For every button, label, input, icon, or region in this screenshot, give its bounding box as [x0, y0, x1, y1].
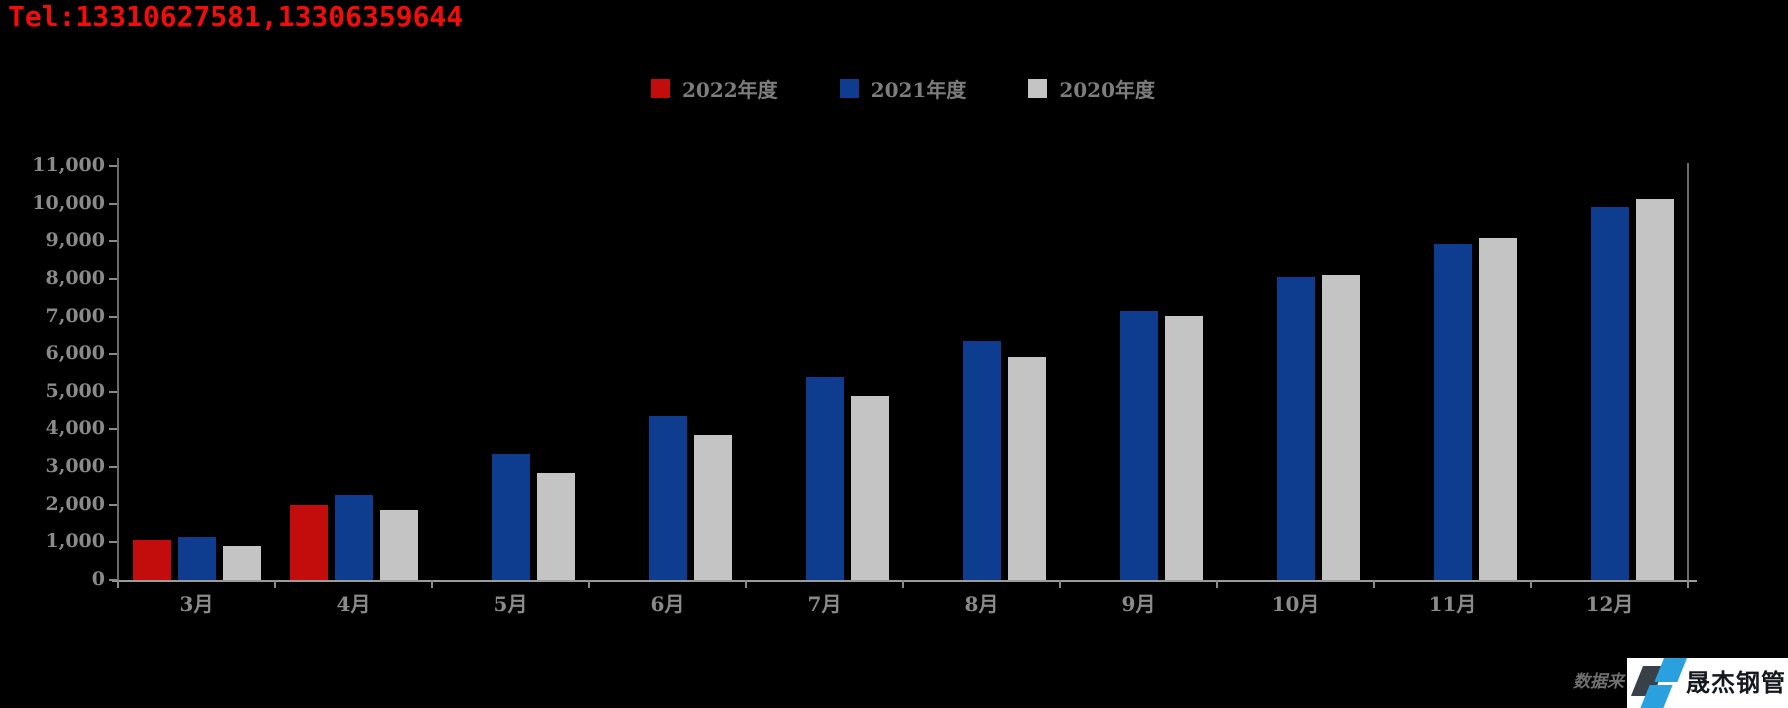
bar	[1433, 243, 1472, 580]
x-axis-tick	[902, 580, 904, 588]
y-axis-tick-label: 10,000	[32, 191, 105, 214]
bar	[536, 472, 575, 580]
y-axis-tick-label: 11,000	[32, 154, 105, 176]
x-axis-tick	[274, 580, 276, 588]
bar	[1164, 316, 1203, 580]
legend-swatch-icon	[1028, 79, 1048, 98]
bar	[334, 495, 373, 580]
bar	[693, 434, 732, 580]
x-axis-category-label: 3月	[179, 592, 214, 616]
bar	[850, 396, 889, 580]
y-axis-tick-label: 1,000	[45, 530, 106, 553]
right-border-line	[1687, 163, 1689, 582]
bar	[1590, 207, 1629, 580]
x-axis-category-label: 5月	[493, 592, 528, 616]
logo-text: 晟杰钢管	[1686, 670, 1786, 697]
legend-swatch-icon	[650, 79, 670, 98]
x-axis-category-label: 6月	[650, 592, 685, 616]
y-axis-tick-label: 9,000	[45, 229, 106, 252]
legend-label: 2022年度	[681, 78, 778, 102]
legend-swatch-icon	[839, 79, 859, 98]
legend-label: 2020年度	[1059, 78, 1155, 102]
legend-label: 2021年度	[870, 78, 967, 102]
x-axis-category-label: 7月	[807, 592, 842, 616]
x-axis-tick	[1059, 580, 1061, 588]
x-axis-tick	[117, 580, 119, 588]
x-axis-category-label: 9月	[1121, 592, 1156, 616]
bar	[1321, 274, 1360, 580]
company-logo: 晟杰钢管	[1627, 658, 1788, 708]
bar	[648, 415, 687, 580]
x-axis-category-label: 12月	[1585, 592, 1634, 616]
y-axis-tick-label: 6,000	[45, 342, 106, 365]
bar	[1635, 198, 1674, 580]
y-axis-line	[117, 158, 119, 582]
y-axis-tick	[109, 428, 117, 431]
bar	[805, 377, 844, 580]
y-axis-tick	[109, 315, 117, 318]
x-axis-line	[112, 580, 1697, 582]
y-axis-tick-label: 4,000	[45, 417, 106, 440]
tel-header-text: Tel:13310627581,13306359644	[8, 0, 464, 33]
bar	[177, 536, 216, 580]
y-axis-tick-label: 0	[91, 568, 105, 590]
legend-item[interactable]: 2020年度	[1028, 74, 1155, 103]
y-axis-tick	[109, 353, 117, 356]
bar	[1119, 311, 1158, 580]
bar	[1007, 357, 1046, 580]
bar	[379, 510, 418, 580]
bar	[1478, 237, 1517, 580]
bar	[222, 546, 261, 580]
y-axis-tick-label: 7,000	[45, 304, 106, 327]
y-axis-tick	[109, 541, 117, 544]
x-axis-tick	[1687, 580, 1689, 588]
legend-item[interactable]: 2021年度	[839, 74, 967, 103]
y-axis-tick	[109, 202, 117, 205]
x-axis-category-label: 8月	[964, 592, 999, 616]
y-axis-tick-label: 2,000	[45, 492, 106, 515]
y-axis-tick	[109, 240, 117, 243]
legend-item[interactable]: 2022年度	[650, 74, 778, 103]
x-axis-category-label: 10月	[1271, 592, 1320, 616]
y-axis-tick	[109, 165, 117, 167]
y-axis-tick	[109, 503, 117, 506]
bar	[962, 341, 1001, 580]
y-axis-tick	[109, 390, 117, 393]
y-axis-tick-label: 8,000	[45, 266, 106, 289]
logo-parallelogram-blue-icon	[1654, 658, 1689, 682]
x-axis-category-label: 11月	[1428, 592, 1477, 616]
y-axis-tick	[109, 277, 117, 280]
y-axis-tick	[109, 466, 117, 469]
data-source-text: 数据来	[1573, 672, 1624, 692]
x-axis-tick	[1216, 580, 1218, 588]
x-axis-tick	[431, 580, 433, 588]
y-axis-tick	[109, 579, 117, 581]
x-axis-tick	[1530, 580, 1532, 588]
bar	[132, 540, 171, 580]
x-axis-category-label: 4月	[336, 592, 371, 616]
bar	[1276, 277, 1315, 580]
x-axis-tick	[745, 580, 747, 588]
x-axis-tick	[1373, 580, 1375, 588]
x-axis-tick	[588, 580, 590, 588]
y-axis-tick-label: 5,000	[45, 379, 106, 402]
bar	[491, 453, 530, 580]
y-axis-tick-label: 3,000	[45, 455, 106, 478]
chart-legend: 2022年度 2021年度 2020年度	[118, 74, 1688, 103]
bar	[289, 504, 328, 580]
